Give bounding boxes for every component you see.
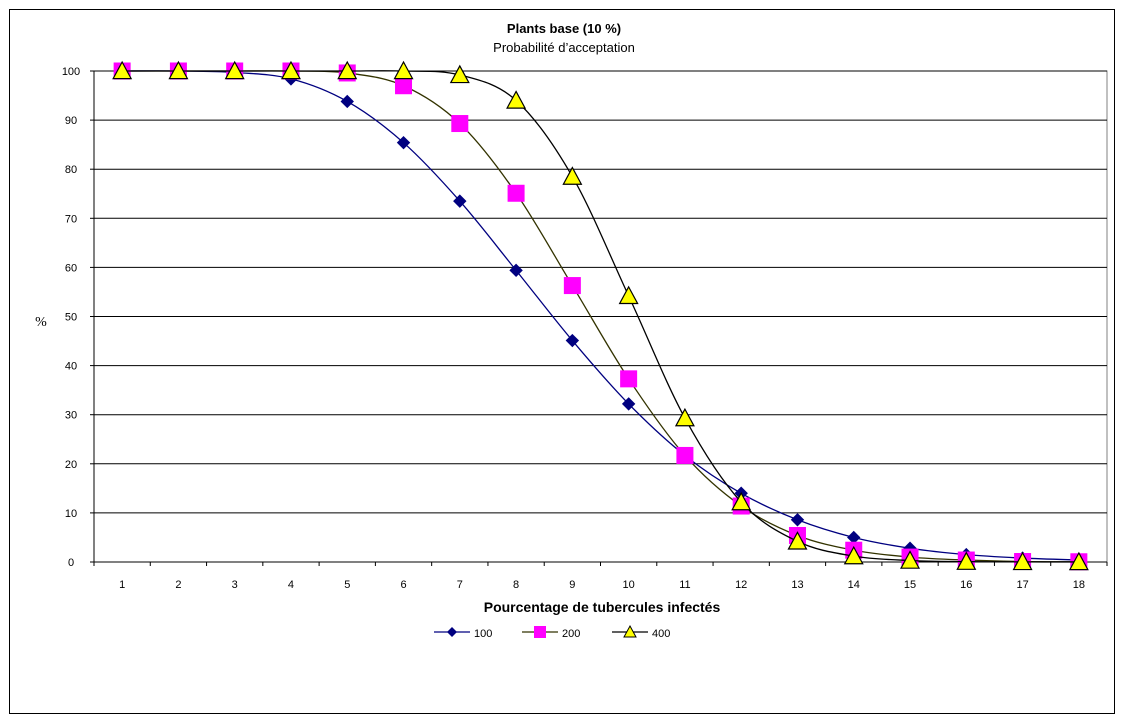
data-point-400 xyxy=(393,60,414,80)
data-point-400 xyxy=(674,407,695,427)
data-point-400 xyxy=(956,551,977,570)
series-400 xyxy=(112,60,1089,571)
x-tick-label: 7 xyxy=(457,579,463,591)
legend-label: 100 xyxy=(474,628,492,640)
x-tick-label: 16 xyxy=(960,579,972,591)
x-tick-label: 12 xyxy=(735,579,747,591)
chart-frame: Plants base (10 %) Probabilité d’accepta… xyxy=(9,9,1115,714)
series-layer xyxy=(112,60,1089,571)
data-point-100 xyxy=(621,397,636,411)
data-point-200 xyxy=(451,115,469,133)
legend-label: 200 xyxy=(562,628,580,640)
data-point-200 xyxy=(620,370,638,388)
legend-label: 400 xyxy=(652,628,670,640)
data-point-100 xyxy=(790,513,805,527)
x-tick-label: 1 xyxy=(119,579,125,591)
data-point-100 xyxy=(565,333,580,348)
legend-item-400: 400 xyxy=(612,624,670,640)
y-tick-label: 60 xyxy=(65,262,77,274)
data-point-400 xyxy=(900,550,921,569)
data-point-100 xyxy=(340,94,354,109)
x-tick-label: 13 xyxy=(791,579,803,591)
chart-subtitle: Probabilité d’acceptation xyxy=(493,40,635,55)
legend-marker-icon xyxy=(623,624,637,638)
x-axis-ticks: 1 2 3 4 5 6 7 8 9 10 11 12 13 14 15 16 17 18 xyxy=(93,562,1108,591)
y-tick-label: 100 xyxy=(62,66,80,78)
legend-item-200: 200 xyxy=(522,626,580,640)
x-tick-label: 9 xyxy=(569,579,575,591)
data-point-200 xyxy=(676,446,694,464)
x-tick-label: 2 xyxy=(175,579,181,591)
legend-marker-icon xyxy=(447,627,457,637)
x-tick-label: 10 xyxy=(623,579,635,591)
x-tick-label: 4 xyxy=(288,579,294,591)
y-axis-label: % xyxy=(35,315,47,330)
chart-title: Plants base (10 %) xyxy=(507,21,621,36)
x-tick-label: 5 xyxy=(344,579,350,591)
data-point-400 xyxy=(1012,551,1033,571)
data-point-400 xyxy=(112,60,133,80)
legend-item-100: 100 xyxy=(434,627,492,640)
data-point-400 xyxy=(449,64,470,84)
data-point-200 xyxy=(507,184,525,202)
data-point-400 xyxy=(337,60,358,80)
x-tick-label: 15 xyxy=(904,579,916,591)
x-axis-label: Pourcentage de tubercules infectés xyxy=(484,599,721,615)
data-point-400 xyxy=(224,60,245,80)
data-point-400 xyxy=(280,60,301,80)
y-tick-label: 80 xyxy=(65,164,77,176)
data-point-400 xyxy=(168,60,189,80)
x-tick-label: 18 xyxy=(1073,579,1085,591)
data-point-200 xyxy=(395,77,413,95)
data-point-400 xyxy=(787,531,808,550)
y-tick-label: 0 xyxy=(68,557,74,569)
data-point-400 xyxy=(731,491,752,511)
data-point-400 xyxy=(843,545,864,565)
data-point-100 xyxy=(396,135,411,150)
y-tick-label: 90 xyxy=(65,115,77,127)
y-tick-label: 40 xyxy=(65,361,77,373)
data-point-400 xyxy=(1068,551,1089,571)
y-tick-label: 20 xyxy=(65,459,77,471)
chart: Plants base (10 %) Probabilité d’accepta… xyxy=(35,21,1108,640)
y-tick-label: 30 xyxy=(65,410,77,422)
y-axis-ticks: 0 10 20 30 40 50 60 70 80 90 100 xyxy=(62,66,95,569)
y-tick-label: 50 xyxy=(65,312,77,324)
x-tick-label: 3 xyxy=(232,579,238,591)
x-tick-label: 17 xyxy=(1016,579,1028,591)
data-point-100 xyxy=(453,194,467,208)
x-tick-label: 11 xyxy=(679,579,690,591)
y-tick-label: 70 xyxy=(65,213,77,225)
x-tick-label: 8 xyxy=(513,579,519,591)
legend: 100 200 400 xyxy=(434,624,670,640)
data-point-400 xyxy=(506,90,527,109)
x-tick-label: 14 xyxy=(848,579,860,591)
data-point-200 xyxy=(563,277,581,295)
legend-marker-icon xyxy=(534,626,546,638)
data-point-400 xyxy=(562,166,583,185)
data-point-400 xyxy=(618,285,639,305)
y-tick-label: 10 xyxy=(65,508,77,520)
data-point-100 xyxy=(509,263,523,278)
x-tick-label: 6 xyxy=(400,579,406,591)
